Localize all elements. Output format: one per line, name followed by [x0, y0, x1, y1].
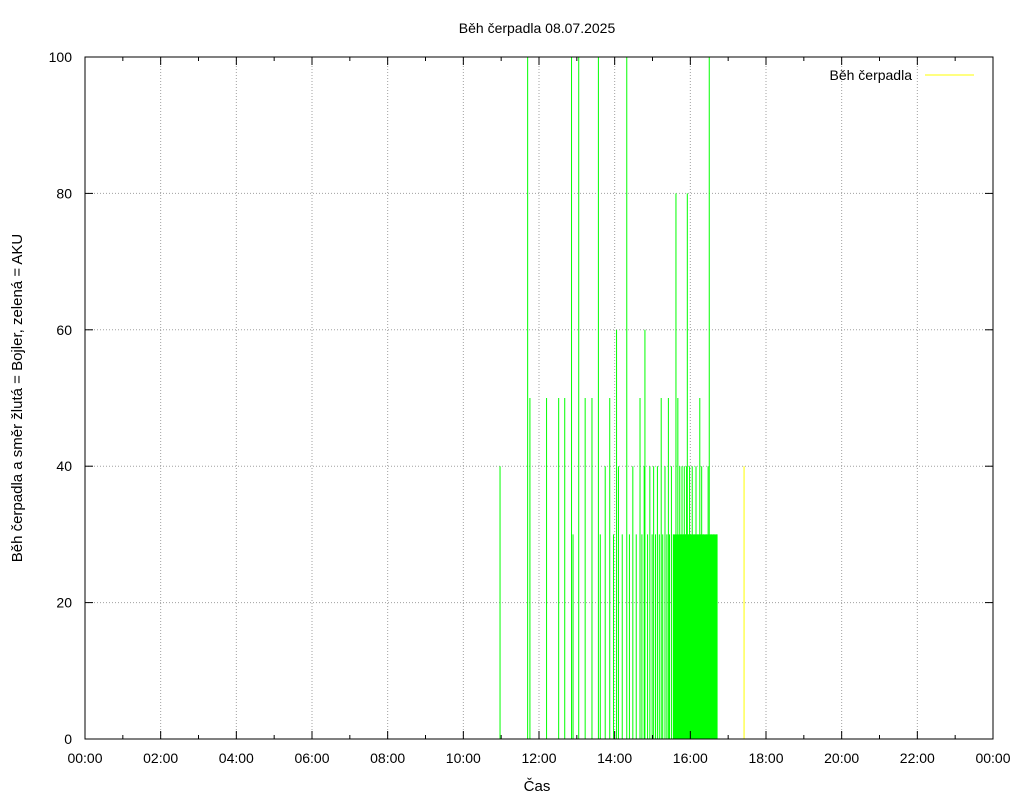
- x-tick-label: 10:00: [446, 750, 481, 766]
- x-tick-label: 06:00: [294, 750, 329, 766]
- ticks: 00:00 02:00 04:00 06:00 08:00 10:00 12:00 14:00…: [49, 49, 1011, 766]
- dense-run-block: [673, 534, 718, 739]
- series-layer: [499, 57, 745, 739]
- x-tick-label: 02:00: [143, 750, 178, 766]
- x-tick-label: 08:00: [370, 750, 405, 766]
- x-tick-label: 16:00: [673, 750, 708, 766]
- x-tick-label: 18:00: [748, 750, 783, 766]
- x-tick-label: 12:00: [521, 750, 556, 766]
- x-tick-label: 22:00: [900, 750, 935, 766]
- y-tick-label: 100: [49, 49, 73, 65]
- x-tick-label: 14:00: [597, 750, 632, 766]
- x-tick-label: 04:00: [219, 750, 254, 766]
- x-axis-label: Čas: [524, 778, 551, 795]
- y-axis-label: Běh čerpadla a směr žlutá = Bojler, zele…: [9, 234, 26, 563]
- y-tick-label: 20: [56, 595, 72, 611]
- x-tick-label: 00:00: [975, 750, 1010, 766]
- legend: Běh čerpadla: [829, 67, 974, 83]
- x-tick-label: 20:00: [824, 750, 859, 766]
- y-tick-label: 60: [56, 322, 72, 338]
- chart-title: Běh čerpadla 08.07.2025: [459, 20, 616, 36]
- y-tick-label: 80: [56, 185, 72, 201]
- legend-label: Běh čerpadla: [829, 67, 912, 83]
- y-tick-label: 0: [64, 731, 72, 747]
- x-tick-label: 00:00: [67, 750, 102, 766]
- grid: [85, 57, 993, 739]
- y-tick-label: 40: [56, 458, 72, 474]
